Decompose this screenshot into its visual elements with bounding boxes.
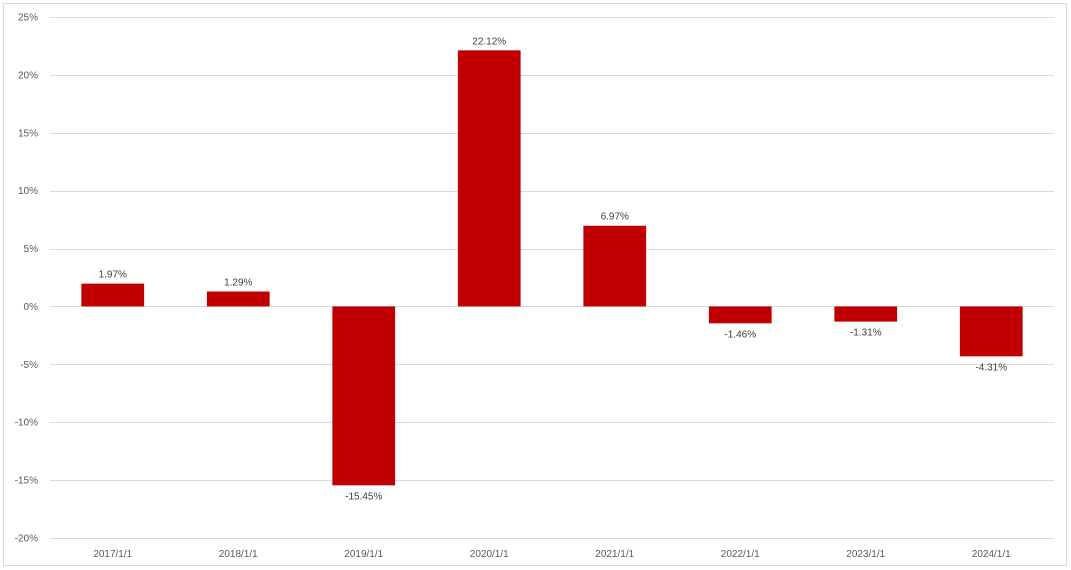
gridlines bbox=[50, 17, 1054, 539]
data-label: 1.29% bbox=[224, 278, 252, 289]
bar bbox=[834, 306, 898, 322]
bar bbox=[81, 283, 145, 307]
bar bbox=[457, 50, 521, 307]
bar bbox=[206, 291, 270, 307]
x-tick-label: 2017/1/1 bbox=[93, 549, 132, 560]
data-label: -1.31% bbox=[850, 328, 882, 339]
bar bbox=[708, 306, 772, 324]
y-tick-label: 10% bbox=[18, 186, 38, 197]
x-tick-label: 2024/1/1 bbox=[972, 549, 1011, 560]
y-tick-label: -10% bbox=[15, 418, 38, 429]
x-tick-label: 2021/1/1 bbox=[595, 549, 634, 560]
y-tick-label: 25% bbox=[18, 13, 38, 24]
data-label: -4.31% bbox=[975, 362, 1007, 373]
y-tick-label: -5% bbox=[20, 360, 38, 371]
y-tick-label: 15% bbox=[18, 128, 38, 139]
data-label: 6.97% bbox=[601, 212, 629, 223]
data-label: 1.97% bbox=[99, 270, 127, 281]
x-tick-label: 2020/1/1 bbox=[470, 549, 509, 560]
x-tick-label: 2022/1/1 bbox=[721, 549, 760, 560]
chart-frame bbox=[3, 3, 1067, 566]
bar bbox=[332, 306, 396, 486]
y-axis-tick-labels: 25% 20% 15% 10% 5% 0% -5% -10% -15% -20% bbox=[15, 13, 38, 545]
bar bbox=[583, 225, 647, 307]
data-labels: 1.97% 1.29% -15.45% 22.12% 6.97% -1.46% -1.31%… bbox=[99, 36, 1008, 502]
x-tick-label: 2018/1/1 bbox=[219, 549, 258, 560]
bars bbox=[81, 50, 1023, 486]
bar bbox=[959, 306, 1023, 357]
x-tick-label: 2019/1/1 bbox=[344, 549, 383, 560]
data-label: 22.12% bbox=[472, 36, 506, 47]
y-tick-label: -15% bbox=[15, 476, 38, 487]
y-tick-label: 0% bbox=[24, 302, 39, 313]
x-axis-tick-labels: 2017/1/1 2018/1/1 2019/1/1 2020/1/1 2021/1/1… bbox=[93, 549, 1011, 560]
x-tick-label: 2023/1/1 bbox=[846, 549, 885, 560]
data-label: -15.45% bbox=[345, 491, 382, 502]
data-label: -1.46% bbox=[724, 329, 756, 340]
y-tick-label: 5% bbox=[24, 244, 39, 255]
y-tick-label: 20% bbox=[18, 70, 38, 81]
y-tick-label: -20% bbox=[15, 534, 38, 545]
